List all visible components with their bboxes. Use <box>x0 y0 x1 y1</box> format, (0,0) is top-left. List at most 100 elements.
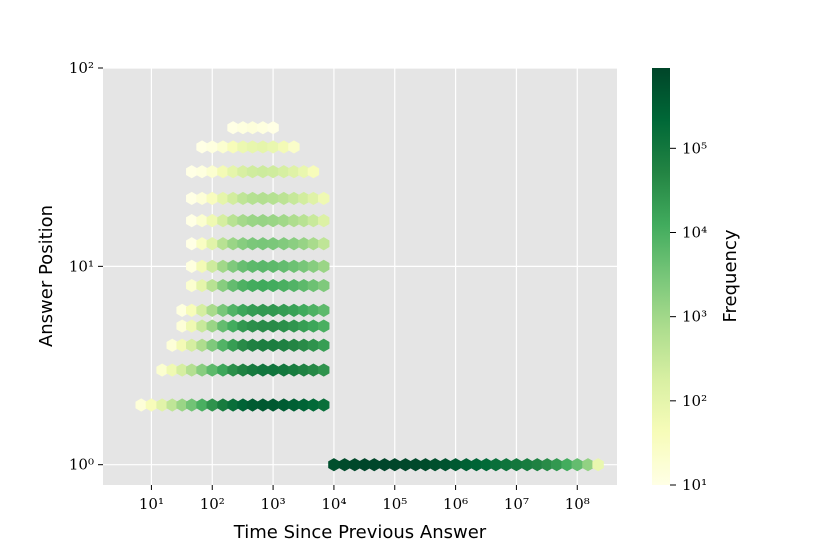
hex-cell <box>196 191 208 206</box>
colorbar-tick-label: 10⁴ <box>682 223 707 241</box>
hex-cell <box>298 363 310 377</box>
hex-cell <box>206 237 218 251</box>
hex-cell <box>409 458 422 472</box>
x-tick-label: 10² <box>200 495 225 513</box>
hex-cell <box>257 338 269 352</box>
hex-cell <box>307 259 320 273</box>
hex-cell <box>521 458 533 472</box>
colorbar-tick-label: 10³ <box>682 308 707 326</box>
hex-cell <box>246 140 259 154</box>
hex-cell <box>257 278 269 293</box>
hex-cell <box>267 237 279 251</box>
hex-cell <box>196 259 208 273</box>
hex-cell <box>196 319 208 333</box>
hex-cell <box>257 363 269 377</box>
hex-cell <box>237 398 249 412</box>
hex-cell <box>307 398 320 412</box>
hex-cell <box>318 278 330 293</box>
hex-cell <box>186 303 198 317</box>
hex-cell <box>217 191 229 206</box>
hex-cell <box>318 398 330 412</box>
hex-cell <box>267 165 279 179</box>
hex-cell <box>186 338 198 352</box>
hex-cell <box>246 237 259 251</box>
hex-cell <box>288 259 300 273</box>
hex-cell <box>237 319 249 333</box>
plot-area <box>103 68 617 485</box>
hex-cell <box>307 214 320 228</box>
hex-cell <box>500 458 512 472</box>
colorbar-tick-label: 10⁵ <box>682 139 707 157</box>
hex-cell <box>278 303 290 317</box>
hex-cell <box>257 398 269 412</box>
hex-cell <box>186 214 198 228</box>
hex-cell <box>399 458 412 472</box>
hex-cell <box>278 237 290 251</box>
hex-cell <box>278 278 290 293</box>
hex-cell <box>217 259 229 273</box>
hex-cell <box>237 121 249 135</box>
hex-cell <box>227 140 239 154</box>
hex-cell <box>206 191 218 206</box>
hex-cell <box>288 278 300 293</box>
hex-cell <box>227 303 239 317</box>
hex-cell <box>571 458 583 472</box>
hex-cell <box>237 191 249 206</box>
hex-cell <box>278 259 290 273</box>
hex-cell <box>246 278 259 293</box>
hex-cell <box>429 458 441 472</box>
hex-cell <box>217 303 229 317</box>
x-tick-label: 10⁶ <box>443 495 468 513</box>
hex-cell <box>318 259 330 273</box>
hex-cell <box>470 458 483 472</box>
hex-cell <box>267 259 279 273</box>
hex-cell <box>449 458 462 472</box>
hex-cell <box>246 259 259 273</box>
hex-cell <box>217 398 229 412</box>
hex-cell <box>166 338 178 352</box>
hex-cell <box>278 319 290 333</box>
hex-cell <box>267 338 279 352</box>
hex-cell <box>298 237 310 251</box>
hex-cell <box>227 165 239 179</box>
hex-cell <box>298 319 310 333</box>
hex-cell <box>166 363 178 377</box>
hex-cell <box>246 338 259 352</box>
hex-cell <box>278 191 290 206</box>
hex-cell <box>237 237 249 251</box>
hex-cell <box>196 278 208 293</box>
hex-cell <box>541 458 553 472</box>
hex-cell <box>278 165 290 179</box>
hex-cell <box>288 237 300 251</box>
hex-cell <box>227 398 239 412</box>
hex-cell <box>460 458 473 472</box>
hex-cell <box>257 140 269 154</box>
hex-cell <box>227 338 239 352</box>
hex-cell <box>298 338 310 352</box>
hex-cell <box>227 319 239 333</box>
hex-cell <box>237 338 249 352</box>
x-tick-label: 10⁴ <box>321 495 346 513</box>
hex-cell <box>176 398 188 412</box>
hex-cell <box>176 319 188 333</box>
hex-cell <box>288 338 300 352</box>
hex-cell <box>227 191 239 206</box>
hex-cell <box>561 458 573 472</box>
hex-cell <box>217 214 229 228</box>
hex-cell <box>257 214 269 228</box>
hex-cell <box>349 458 361 472</box>
hex-cell <box>267 398 279 412</box>
hex-cell <box>246 214 259 228</box>
hex-cell <box>267 214 279 228</box>
hex-cell <box>318 303 330 317</box>
hex-cell <box>307 319 320 333</box>
hex-cell <box>246 363 259 377</box>
hex-cell <box>196 214 208 228</box>
hex-cell <box>196 338 208 352</box>
hex-cell <box>389 458 401 472</box>
y-tick-label: 10² <box>69 59 94 77</box>
x-tick-label: 10³ <box>261 495 286 513</box>
hex-cell <box>206 140 218 154</box>
hex-cell <box>257 303 269 317</box>
